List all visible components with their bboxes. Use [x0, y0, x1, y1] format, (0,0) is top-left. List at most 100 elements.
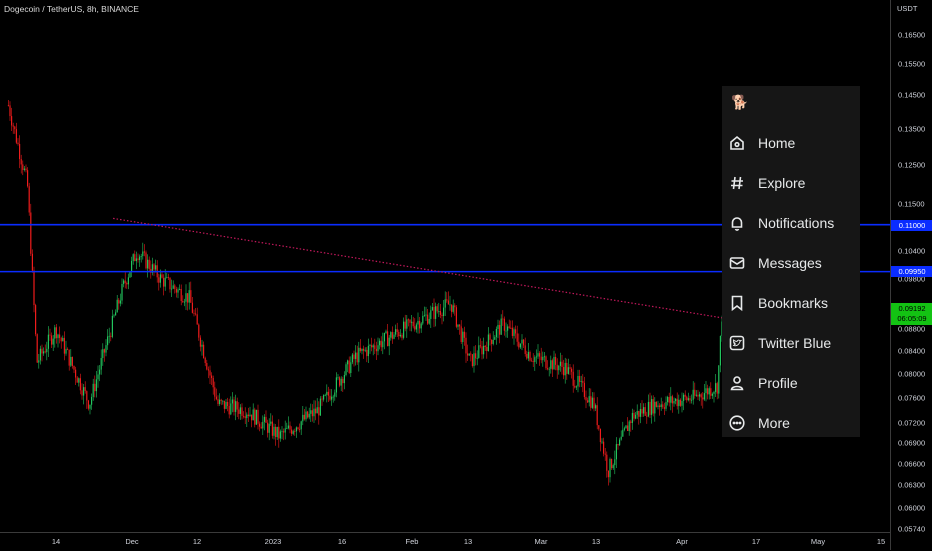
price-tick-label: 0.06300	[898, 480, 926, 490]
menu-item-home[interactable]: Home	[722, 128, 860, 158]
candle-up	[492, 339, 494, 344]
candle-down	[465, 337, 467, 354]
candle-down	[563, 367, 565, 376]
candle-down	[655, 401, 657, 407]
candle-up	[399, 334, 401, 337]
candle-up	[670, 396, 672, 403]
candle-down	[451, 304, 453, 312]
candle-down	[238, 409, 240, 414]
candle-down	[204, 357, 206, 363]
candle-down	[539, 353, 541, 357]
candle-down	[545, 356, 547, 369]
candle-down	[27, 170, 29, 187]
candle-down	[84, 387, 86, 392]
candle-up	[372, 345, 374, 348]
candle-up	[108, 335, 110, 337]
candle-down	[470, 353, 472, 355]
candle-down	[247, 414, 249, 416]
candle-down	[110, 335, 112, 337]
candle-down	[11, 116, 13, 126]
time-axis[interactable]: 14 Dec 12 2023 16 Feb 13 Mar 13 Apr 17 M…	[0, 532, 890, 551]
menu-item-profile[interactable]: Profile	[722, 368, 860, 398]
candle-down	[86, 391, 88, 401]
candle-up	[537, 353, 539, 357]
time-label: 13	[591, 537, 601, 546]
menu-item-messages[interactable]: Messages	[722, 248, 860, 278]
candle-up	[395, 329, 397, 335]
candle-down	[59, 334, 61, 338]
level-label-lower: 0.09950	[891, 266, 932, 277]
candle-down	[526, 353, 528, 359]
price-tick-label: 0.10400	[898, 246, 926, 256]
time-label: 13	[463, 537, 473, 546]
doge-logo-icon[interactable]: 🐕	[731, 94, 749, 110]
candle-down	[454, 305, 456, 308]
menu-item-label: Bookmarks	[758, 295, 829, 311]
candle-up	[116, 299, 118, 313]
candle-down	[275, 426, 277, 438]
candle-up	[483, 345, 485, 355]
candle-down	[582, 380, 584, 383]
candle-down	[265, 416, 267, 423]
candle-up	[222, 400, 224, 402]
candle-up	[559, 361, 561, 366]
candle-down	[20, 158, 22, 165]
candle-up	[622, 429, 624, 437]
candle-up	[444, 299, 446, 308]
candle-down	[404, 321, 406, 329]
candle-up	[65, 348, 67, 354]
candle-up	[166, 276, 168, 278]
time-label: 14	[51, 537, 61, 546]
candle-down	[710, 388, 712, 396]
candle-up	[201, 344, 203, 347]
candle-down	[233, 399, 235, 412]
candle-up	[623, 428, 625, 430]
menu-item-bookmarks[interactable]: Bookmarks	[722, 288, 860, 318]
candle-down	[67, 348, 69, 350]
candle-up	[519, 343, 521, 348]
candle-down	[398, 331, 400, 337]
candle-up	[580, 380, 582, 382]
price-tick-label: 0.16500	[898, 30, 926, 40]
candle-up	[379, 340, 381, 346]
price-tick-label: 0.08800	[898, 324, 926, 334]
candle-up	[487, 334, 489, 352]
candle-down	[145, 252, 147, 269]
price-chart[interactable]	[0, 0, 890, 532]
candle-up	[46, 348, 48, 353]
menu-item-notifications[interactable]: Notifications	[722, 208, 860, 238]
price-tick-label: 0.08400	[898, 346, 926, 356]
candle-up	[323, 395, 325, 400]
candle-up	[164, 277, 166, 287]
candle-down	[315, 408, 317, 414]
candle-down	[659, 405, 661, 408]
candle-down	[44, 351, 46, 353]
candle-up	[183, 301, 185, 303]
candle-down	[686, 396, 688, 401]
candle-down	[556, 364, 558, 371]
menu-item-twitter-blue[interactable]: Twitter Blue	[722, 328, 860, 358]
price-tick-label: 0.06000	[898, 503, 926, 513]
candle-down	[524, 345, 526, 354]
candle-up	[23, 168, 25, 170]
candle-down	[555, 356, 557, 365]
candle-up	[548, 368, 550, 370]
candle-up	[635, 414, 637, 419]
candle-up	[102, 349, 104, 359]
candle-down	[311, 410, 313, 417]
candle-up	[423, 315, 425, 317]
price-axis[interactable]: USDT 0.16500 0.15500 0.14500 0.13500 0.12500…	[890, 0, 932, 550]
candle-down	[267, 422, 269, 433]
candle-down	[463, 331, 465, 338]
candle-down	[414, 326, 416, 330]
candle-down	[356, 352, 358, 363]
menu-item-more[interactable]: More	[722, 408, 860, 438]
time-label: Dec	[125, 537, 139, 546]
candle-up	[249, 414, 251, 416]
candle-down	[515, 329, 517, 334]
candle-down	[236, 401, 238, 410]
candle-up	[385, 331, 387, 333]
menu-item-label: Notifications	[758, 215, 835, 231]
menu-item-explore[interactable]: Explore	[722, 168, 860, 198]
candle-up	[172, 285, 174, 289]
